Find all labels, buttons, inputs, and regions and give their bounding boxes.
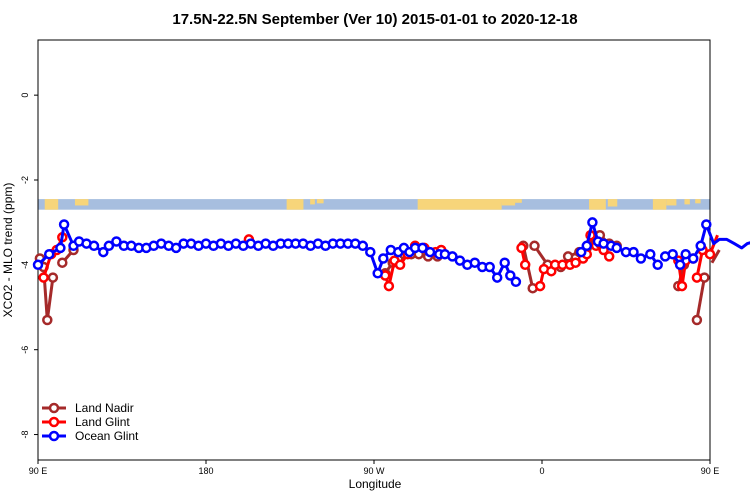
data-point-ocean-glint [469,257,481,268]
strip-land [684,199,690,205]
y-tick-label: -4 [20,261,30,269]
data-point-ocean-glint [55,242,66,254]
strip-ocean [38,199,710,210]
land-ocean-strip [38,199,710,210]
x-axis: 90 E 180 90 W 0 90 E [29,460,720,476]
x-tick-label: 90 E [29,466,48,476]
legend-item-ocean-glint: Ocean Glint [42,429,139,443]
data-point-ocean-glint [170,242,182,254]
legend-label-land-glint: Land Glint [75,415,130,429]
legend-marker-ocean-glint [48,430,60,442]
series-layer [32,217,750,326]
data-point-land-glint [676,280,688,292]
data-point-ocean-glint [43,248,55,260]
data-point-land-glint [691,272,703,283]
legend-marker-land-glint [48,416,60,428]
data-point-ocean-glint [88,240,100,252]
data-point-land-glint [519,259,531,271]
y-axis-label: XCO2 - MLO trend (ppm) [1,183,15,318]
data-point-land-nadir [57,257,68,268]
legend-label-land-nadir: Land Nadir [75,401,134,415]
strip-land [44,199,59,210]
data-point-land-glint [383,280,395,292]
data-point-land-glint [570,257,581,268]
data-point-ocean-glint [680,248,691,260]
series-line-land-nadir [695,277,706,321]
data-point-ocean-glint [378,253,389,264]
data-point-ocean-glint [611,242,622,254]
data-point-ocean-glint [58,219,70,230]
data-point-ocean-glint [417,242,428,254]
legend-marker-land-nadir [48,402,60,414]
legend: Land Nadir Land Glint Ocean Glint [42,401,139,443]
x-axis-label: Longitude [349,477,402,491]
data-point-land-glint [516,242,527,254]
strip-land [74,199,89,206]
data-point-land-nadir [691,314,703,326]
data-point-ocean-glint [581,240,593,252]
data-point-ocean-glint [575,246,587,258]
legend-label-ocean-glint: Ocean Glint [75,429,139,443]
data-point-ocean-glint [667,248,678,260]
x-tick-label: 0 [539,466,544,476]
data-point-ocean-glint [510,276,522,288]
strip-land [695,199,701,204]
data-point-ocean-glint [652,259,663,271]
strip-land [310,199,315,205]
strip-land [417,199,502,210]
strip-land [666,199,677,206]
data-point-land-glint [38,272,49,283]
y-tick-label: -8 [20,431,30,439]
data-point-ocean-glint [695,240,706,252]
data-point-ocean-glint [628,246,639,258]
data-point-land-glint [394,259,406,271]
data-point-ocean-glint [372,268,383,279]
data-point-ocean-glint [687,253,699,264]
x-tick-label: 180 [198,466,213,476]
strip-land [589,199,606,210]
data-point-ocean-glint [424,246,436,258]
data-point-ocean-glint [505,270,516,281]
x-tick-label: 90 W [363,466,385,476]
data-point-land-nadir [47,272,59,283]
x-tick-label: 90 E [701,466,720,476]
data-point-ocean-glint [98,246,109,258]
data-point-ocean-glint [447,251,458,262]
data-point-ocean-glint [701,219,712,230]
data-point-ocean-glint [357,240,369,252]
strip-land [652,199,667,210]
data-point-land-glint [534,280,546,292]
data-point-ocean-glint [454,255,466,266]
data-point-ocean-glint [635,253,647,264]
strip-land [498,199,522,203]
y-tick-label: -6 [20,346,30,354]
y-tick-label: 0 [20,93,30,98]
series-ocean-glint [32,217,750,288]
data-point-ocean-glint [587,217,598,228]
data-point-ocean-glint [484,261,495,273]
chart-title: 17.5N-22.5N September (Ver 10) 2015-01-0… [172,11,577,28]
strip-land [286,199,304,210]
data-point-ocean-glint [645,248,656,260]
data-point-ocean-glint [365,246,376,258]
y-tick-label: -2 [20,176,30,184]
legend-item-land-nadir: Land Nadir [42,401,134,415]
data-point-land-glint [704,248,716,260]
data-point-land-nadir [562,251,574,262]
data-point-ocean-glint [499,257,510,268]
data-point-land-nadir [529,240,540,252]
data-point-ocean-glint [32,259,44,271]
data-point-land-nadir [42,314,53,326]
data-point-ocean-glint [111,236,122,247]
strip-land [316,199,324,204]
data-point-ocean-glint [674,259,686,271]
data-point-ocean-glint [103,240,115,252]
series-line-land-nadir [710,249,721,264]
strip-land [607,199,618,207]
data-point-ocean-glint [491,272,503,283]
legend-item-land-glint: Land Glint [42,415,130,429]
data-point-land-glint [603,251,615,262]
